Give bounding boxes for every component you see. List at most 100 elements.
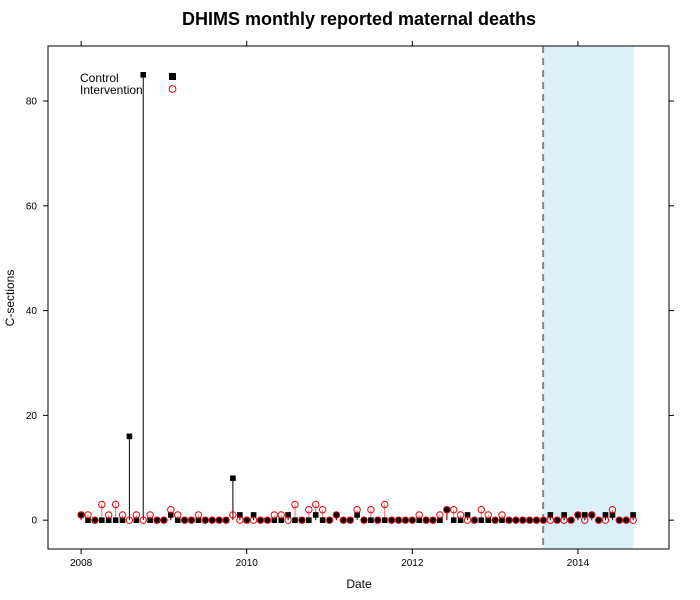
control-point	[423, 517, 429, 523]
control-point	[230, 475, 236, 482]
control-point	[430, 517, 436, 523]
legend: Control Intervention	[80, 71, 177, 97]
intervention-point	[567, 516, 575, 524]
intervention-point	[456, 511, 465, 519]
intervention-point	[208, 516, 216, 524]
intervention-point	[601, 516, 610, 524]
control-point	[202, 517, 209, 523]
control-point	[513, 517, 519, 523]
y-tick-label: 60	[26, 201, 38, 212]
intervention-point	[491, 516, 499, 524]
control-point	[223, 517, 229, 523]
control-point	[554, 517, 561, 523]
intervention-point	[277, 511, 285, 519]
intervention-point	[98, 500, 106, 509]
control-point	[112, 517, 119, 523]
control-point	[602, 512, 609, 518]
x-tick-label: 2010	[236, 558, 259, 569]
control-point	[588, 512, 595, 518]
intervention-point	[429, 516, 437, 524]
intervention-point	[132, 511, 141, 519]
control-point	[347, 517, 354, 523]
control-point	[105, 517, 112, 523]
control-point	[243, 517, 250, 523]
intervention-point	[263, 516, 272, 524]
y-axis-label: C-sections	[3, 270, 17, 327]
intervention-point	[415, 511, 423, 519]
intervention-point	[560, 516, 568, 524]
intervention-point	[498, 511, 506, 519]
intervention-point	[622, 516, 630, 524]
control-point	[92, 517, 98, 523]
control-point	[616, 517, 623, 523]
control-point	[78, 512, 84, 518]
intervention-point	[298, 516, 306, 524]
control-point	[368, 517, 374, 523]
control-point	[292, 517, 298, 523]
control-point	[312, 512, 319, 518]
intervention-point	[436, 511, 444, 519]
x-tick-label: 2012	[401, 558, 424, 569]
control-point	[444, 506, 450, 513]
intervention-point	[160, 516, 168, 524]
intervention-point	[222, 516, 230, 524]
control-point	[237, 512, 243, 518]
control-point	[319, 517, 326, 523]
control-point	[581, 512, 588, 518]
control-point	[457, 517, 464, 523]
control-point	[471, 517, 478, 523]
intervention-point	[174, 511, 182, 519]
intervention-point	[305, 506, 313, 514]
intervention-point	[291, 500, 299, 509]
y-tick-label: 20	[26, 411, 38, 422]
intervention-point	[484, 511, 492, 519]
intervention-point	[104, 511, 113, 519]
intervention-point	[539, 516, 548, 524]
y-tick-label: 0	[31, 516, 37, 527]
control-point	[264, 517, 271, 523]
intervention-point	[284, 516, 292, 524]
intervention-point	[588, 511, 596, 519]
control-point	[388, 517, 395, 523]
chart-title: DHIMS monthly reported maternal deaths	[182, 9, 536, 29]
control-point	[119, 517, 126, 523]
intervention-point	[374, 516, 382, 524]
intervention-point	[574, 511, 582, 519]
control-point	[485, 517, 492, 523]
control-point	[195, 517, 202, 523]
control-point	[306, 517, 312, 523]
intervention-point	[187, 516, 196, 524]
intervention-point	[270, 511, 278, 519]
intervention-point	[381, 500, 389, 509]
intervention-point	[332, 511, 341, 519]
control-point	[154, 517, 160, 523]
control-point	[416, 517, 422, 523]
control-point	[478, 517, 485, 523]
intervention-point	[318, 506, 327, 514]
control-point	[147, 517, 153, 523]
intervention-point	[367, 506, 375, 514]
control-point	[630, 512, 636, 518]
control-point	[188, 517, 195, 523]
control-point	[174, 517, 181, 523]
control-point	[409, 517, 416, 523]
intervention-point	[346, 516, 354, 524]
intervention-point	[325, 516, 334, 524]
control-point	[326, 517, 333, 523]
control-point	[333, 512, 340, 518]
control-point	[568, 517, 574, 523]
x-tick-label: 2014	[567, 558, 590, 569]
intervention-point	[229, 511, 237, 519]
control-point	[340, 517, 347, 523]
legend-marker-intervention	[168, 85, 177, 93]
legend-label-control: Control	[80, 71, 119, 85]
control-point	[126, 433, 133, 440]
control-point	[361, 517, 367, 523]
post-intervention-shaded-region	[543, 46, 634, 549]
control-point	[285, 512, 291, 518]
control-point	[547, 512, 554, 518]
control-point	[161, 517, 167, 523]
control-point	[99, 517, 105, 523]
intervention-point	[118, 511, 127, 519]
